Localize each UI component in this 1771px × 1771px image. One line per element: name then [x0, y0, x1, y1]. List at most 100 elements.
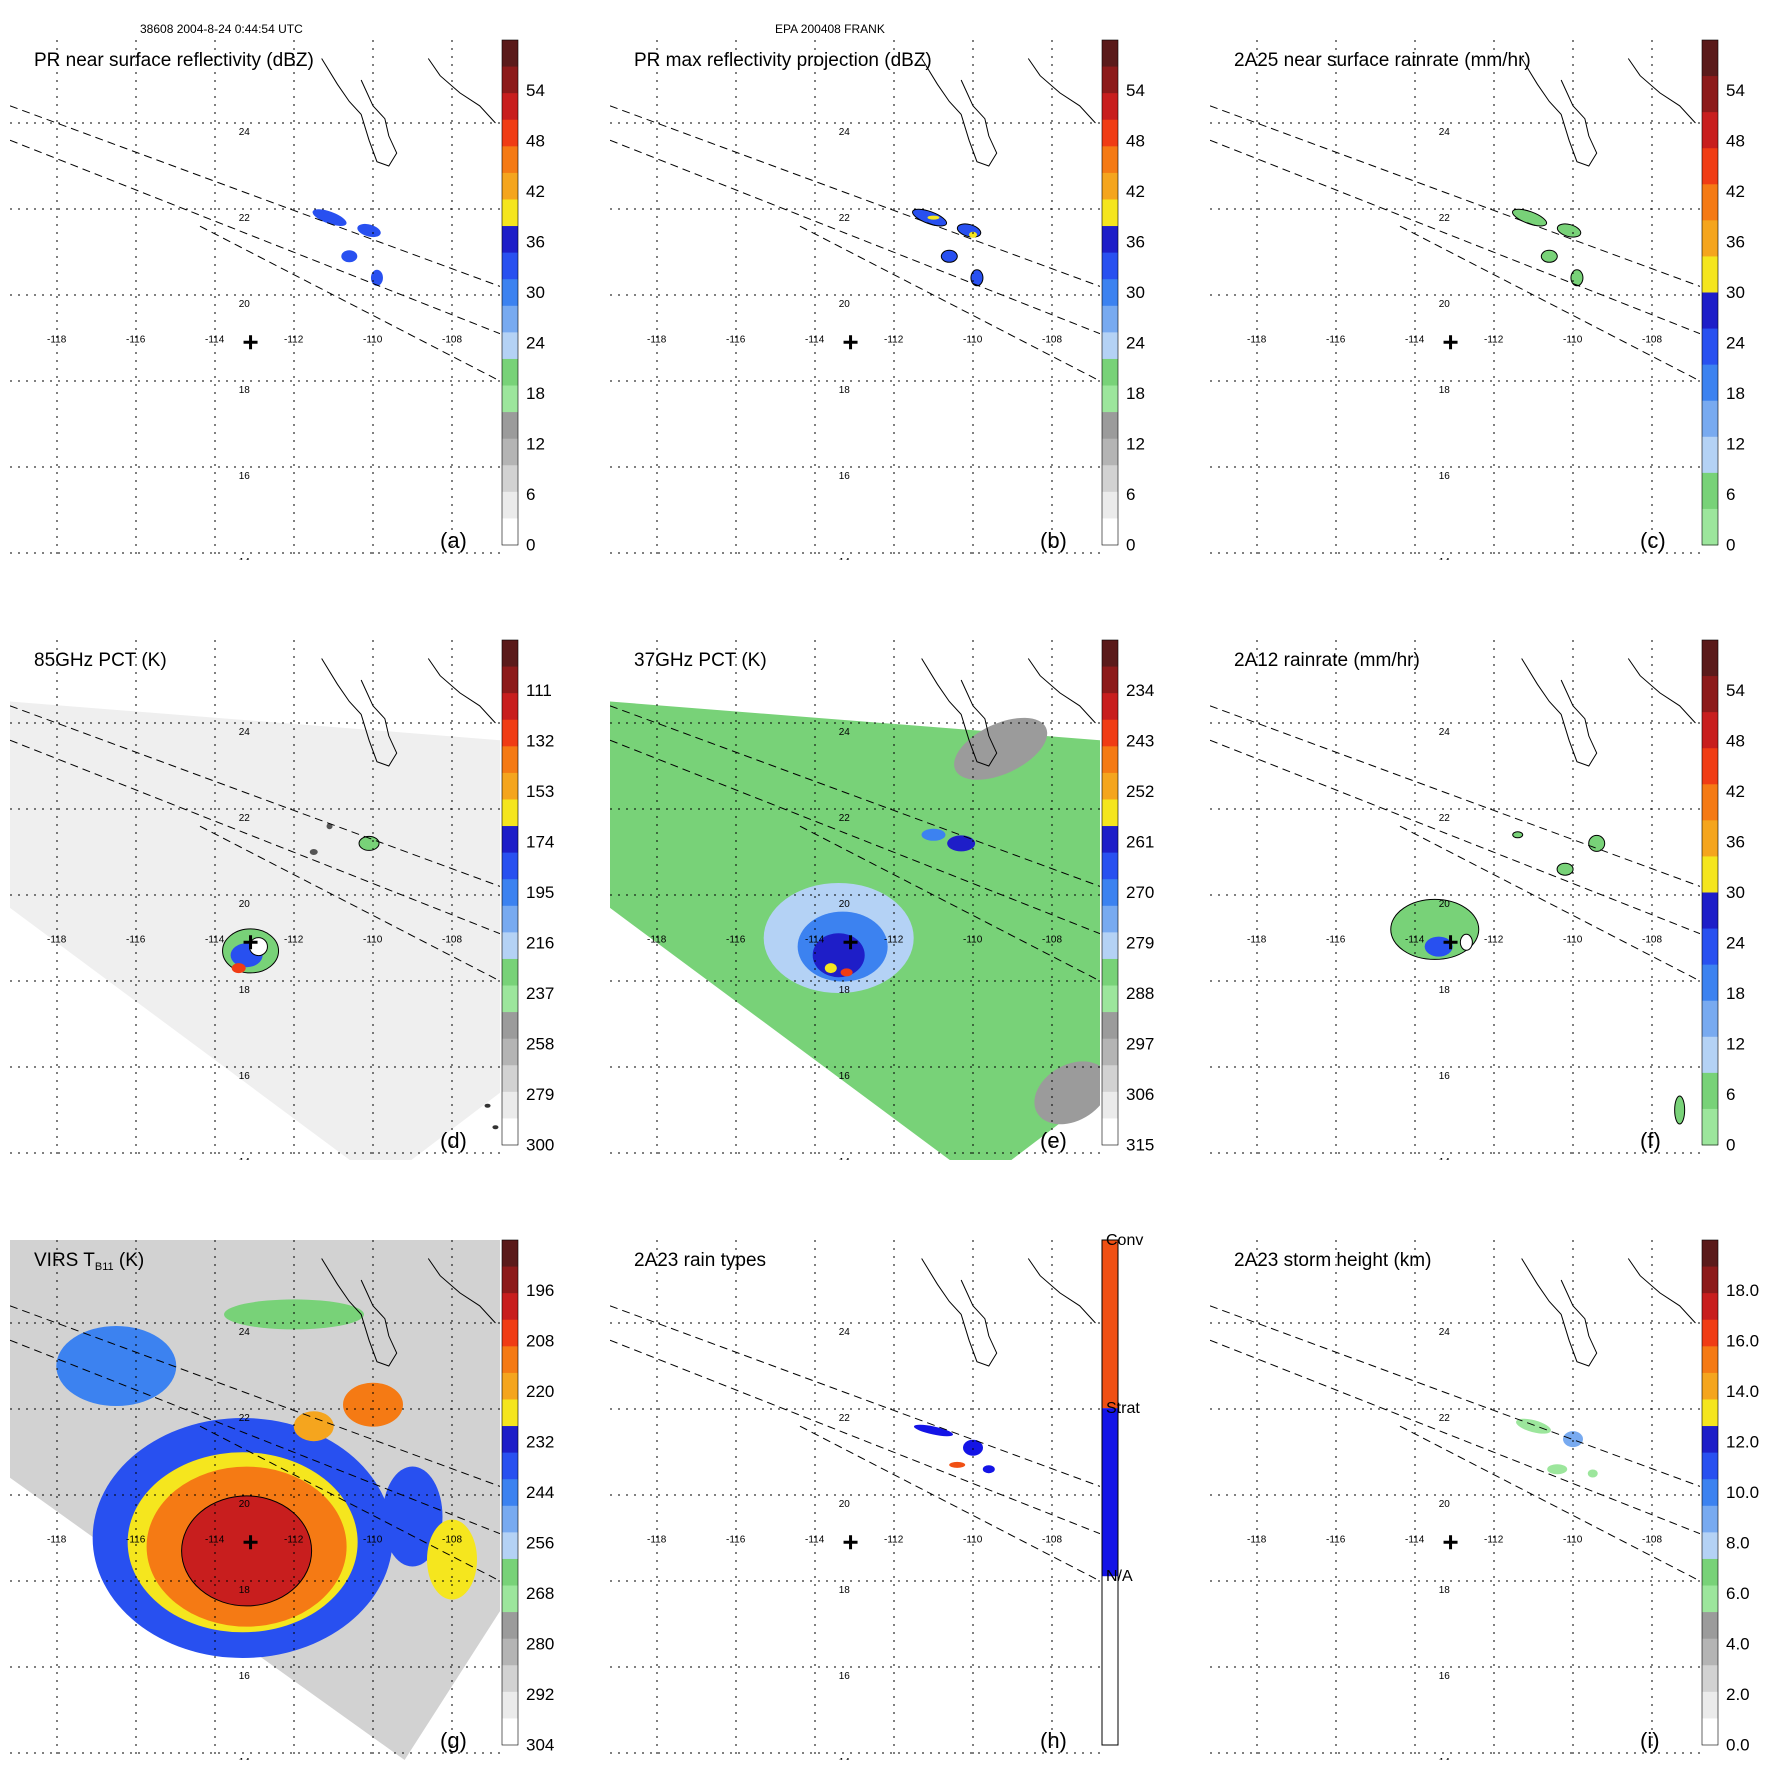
colorbar-tick-label: 268: [526, 1584, 554, 1603]
lat-label: 14: [1439, 1757, 1451, 1768]
swath-edge: [610, 1305, 1100, 1487]
storm-center-marker: [1443, 935, 1458, 950]
lon-label: -110: [1563, 334, 1583, 345]
colorbar-segment: [1702, 748, 1718, 785]
colorbar-tick-label: 6: [526, 485, 535, 504]
colorbar-segment: [502, 879, 518, 907]
swath-edge: [1210, 705, 1700, 887]
colorbar-segment: [1702, 1426, 1718, 1454]
lon-label: -112: [284, 934, 304, 945]
colorbar-segment: [1102, 1065, 1118, 1093]
colorbar-segment: [1702, 508, 1718, 546]
lat-label: 14: [239, 557, 251, 568]
precip-cell: [1674, 1095, 1686, 1125]
colorbar-segment: [1102, 852, 1118, 880]
precip-cell: [1556, 862, 1574, 876]
colorbar-frame: [1101, 639, 1119, 1146]
colorbar-segment: [1702, 856, 1718, 893]
lon-label: -114: [1405, 1534, 1425, 1545]
colorbar-segment: [502, 119, 518, 147]
colorbar-segment: [502, 66, 518, 94]
lon-label: -112: [884, 1534, 904, 1545]
colorbar-segment: [1102, 932, 1118, 960]
precip-cell: [947, 835, 976, 852]
colorbar-tick-label: 261: [1126, 833, 1154, 852]
colorbar-segment: [1102, 799, 1118, 827]
precip-cell: [970, 269, 984, 287]
colorbar-segment: [1702, 1108, 1718, 1146]
colorbar-tick-label: 0.0: [1726, 1736, 1750, 1755]
colorbar-tick-label: 24: [1126, 334, 1145, 353]
colorbar-tick-label: 220: [526, 1382, 554, 1401]
lat-label: 16: [239, 471, 251, 482]
precip-cell: [949, 1461, 966, 1468]
precip-cell: [1547, 1464, 1568, 1475]
lon-label: -110: [1563, 934, 1583, 945]
lon-label: -116: [726, 1534, 746, 1545]
lat-label: 14: [839, 557, 851, 568]
lon-label: -108: [1642, 934, 1662, 945]
lon-label: -118: [647, 934, 667, 945]
colorbar-segment: [502, 1091, 518, 1119]
baja-coastline: [321, 1258, 398, 1367]
colorbar-segment: [1702, 1505, 1718, 1533]
mainland-coastline: [1627, 1258, 1696, 1324]
lat-label: 18: [239, 985, 251, 996]
colorbar-e: 234 243 252 261 270 279 288 297 306 315: [1101, 639, 1154, 1155]
colorbar-segment: [1102, 412, 1118, 440]
colorbar-frame: [1101, 39, 1119, 546]
colorbar-segment: [502, 1585, 518, 1613]
colorbar-tick-label: N/A: [1106, 1568, 1133, 1585]
baja-coastline: [1521, 658, 1598, 767]
colorbar-segment: [1702, 1452, 1718, 1480]
swath-edge: [199, 225, 500, 382]
panel-title-e: 37GHz PCT (K): [634, 650, 767, 671]
panel-d: -118 -116 -114 -112 -110 -108 14 16 18 20 22 24 85GH…: [10, 639, 554, 1160]
colorbar-segment: [1102, 640, 1118, 668]
swath-edge: [10, 739, 500, 935]
colorbar-frame: [1701, 639, 1719, 1146]
colorbar-tick-label: 279: [526, 1085, 554, 1104]
panel-title-c: 2A25 near surface rainrate (mm/hr): [1234, 50, 1531, 71]
colorbar-segment: [1702, 148, 1718, 185]
lat-label: 24: [239, 127, 251, 138]
lon-label: -114: [805, 934, 825, 945]
colorbar-segment: [1702, 1532, 1718, 1560]
colorbar-segment: [502, 1532, 518, 1560]
colorbar-segment: [1102, 465, 1118, 493]
panel-letter-i: (i): [1640, 1728, 1660, 1753]
lon-label: -112: [884, 934, 904, 945]
lon-label: -114: [205, 334, 225, 345]
colorbar-segment: [1702, 1691, 1718, 1719]
colorbar-segment: [502, 465, 518, 493]
precip-cell: [963, 1439, 983, 1456]
colorbar-segment: [502, 1266, 518, 1294]
colorbar-segment: [1102, 226, 1118, 254]
colorbar-segment: [1702, 1266, 1718, 1294]
lat-label: 14: [839, 1757, 851, 1768]
colorbar-segment: [1102, 1576, 1118, 1745]
colorbar-segment: [1702, 892, 1718, 930]
precip-cell: [484, 1103, 491, 1108]
mainland-coastline: [427, 658, 496, 724]
colorbar-frame: [501, 1239, 519, 1746]
colorbar-tick-label: 54: [1726, 81, 1745, 100]
colorbar-segment: [502, 666, 518, 694]
mainland-coastline: [1027, 658, 1096, 724]
colorbar-tick-label: 216: [526, 934, 554, 953]
colorbar-segment: [502, 1065, 518, 1093]
colorbar-segment: [1702, 928, 1718, 966]
lat-label: 20: [839, 899, 851, 910]
colorbar-segment: [1102, 958, 1118, 987]
colorbar-tick-label: 315: [1126, 1136, 1154, 1155]
lon-label: -110: [963, 934, 983, 945]
lon-label: -118: [47, 1534, 67, 1545]
colorbar-segment: [1102, 252, 1118, 280]
lat-label: 18: [1439, 385, 1451, 396]
mainland-coastline: [1627, 658, 1696, 724]
lon-label: -112: [1484, 1534, 1504, 1545]
map-area: -118 -116 -114 -112 -110 -108 14 16 18 20 22 24: [10, 640, 500, 1160]
panel-letter-b: (b): [1040, 528, 1067, 553]
colorbar-tick-label: 12: [1126, 435, 1145, 454]
colorbar-f: 54 48 42 36 30 24 18 12 6 0: [1701, 639, 1745, 1155]
